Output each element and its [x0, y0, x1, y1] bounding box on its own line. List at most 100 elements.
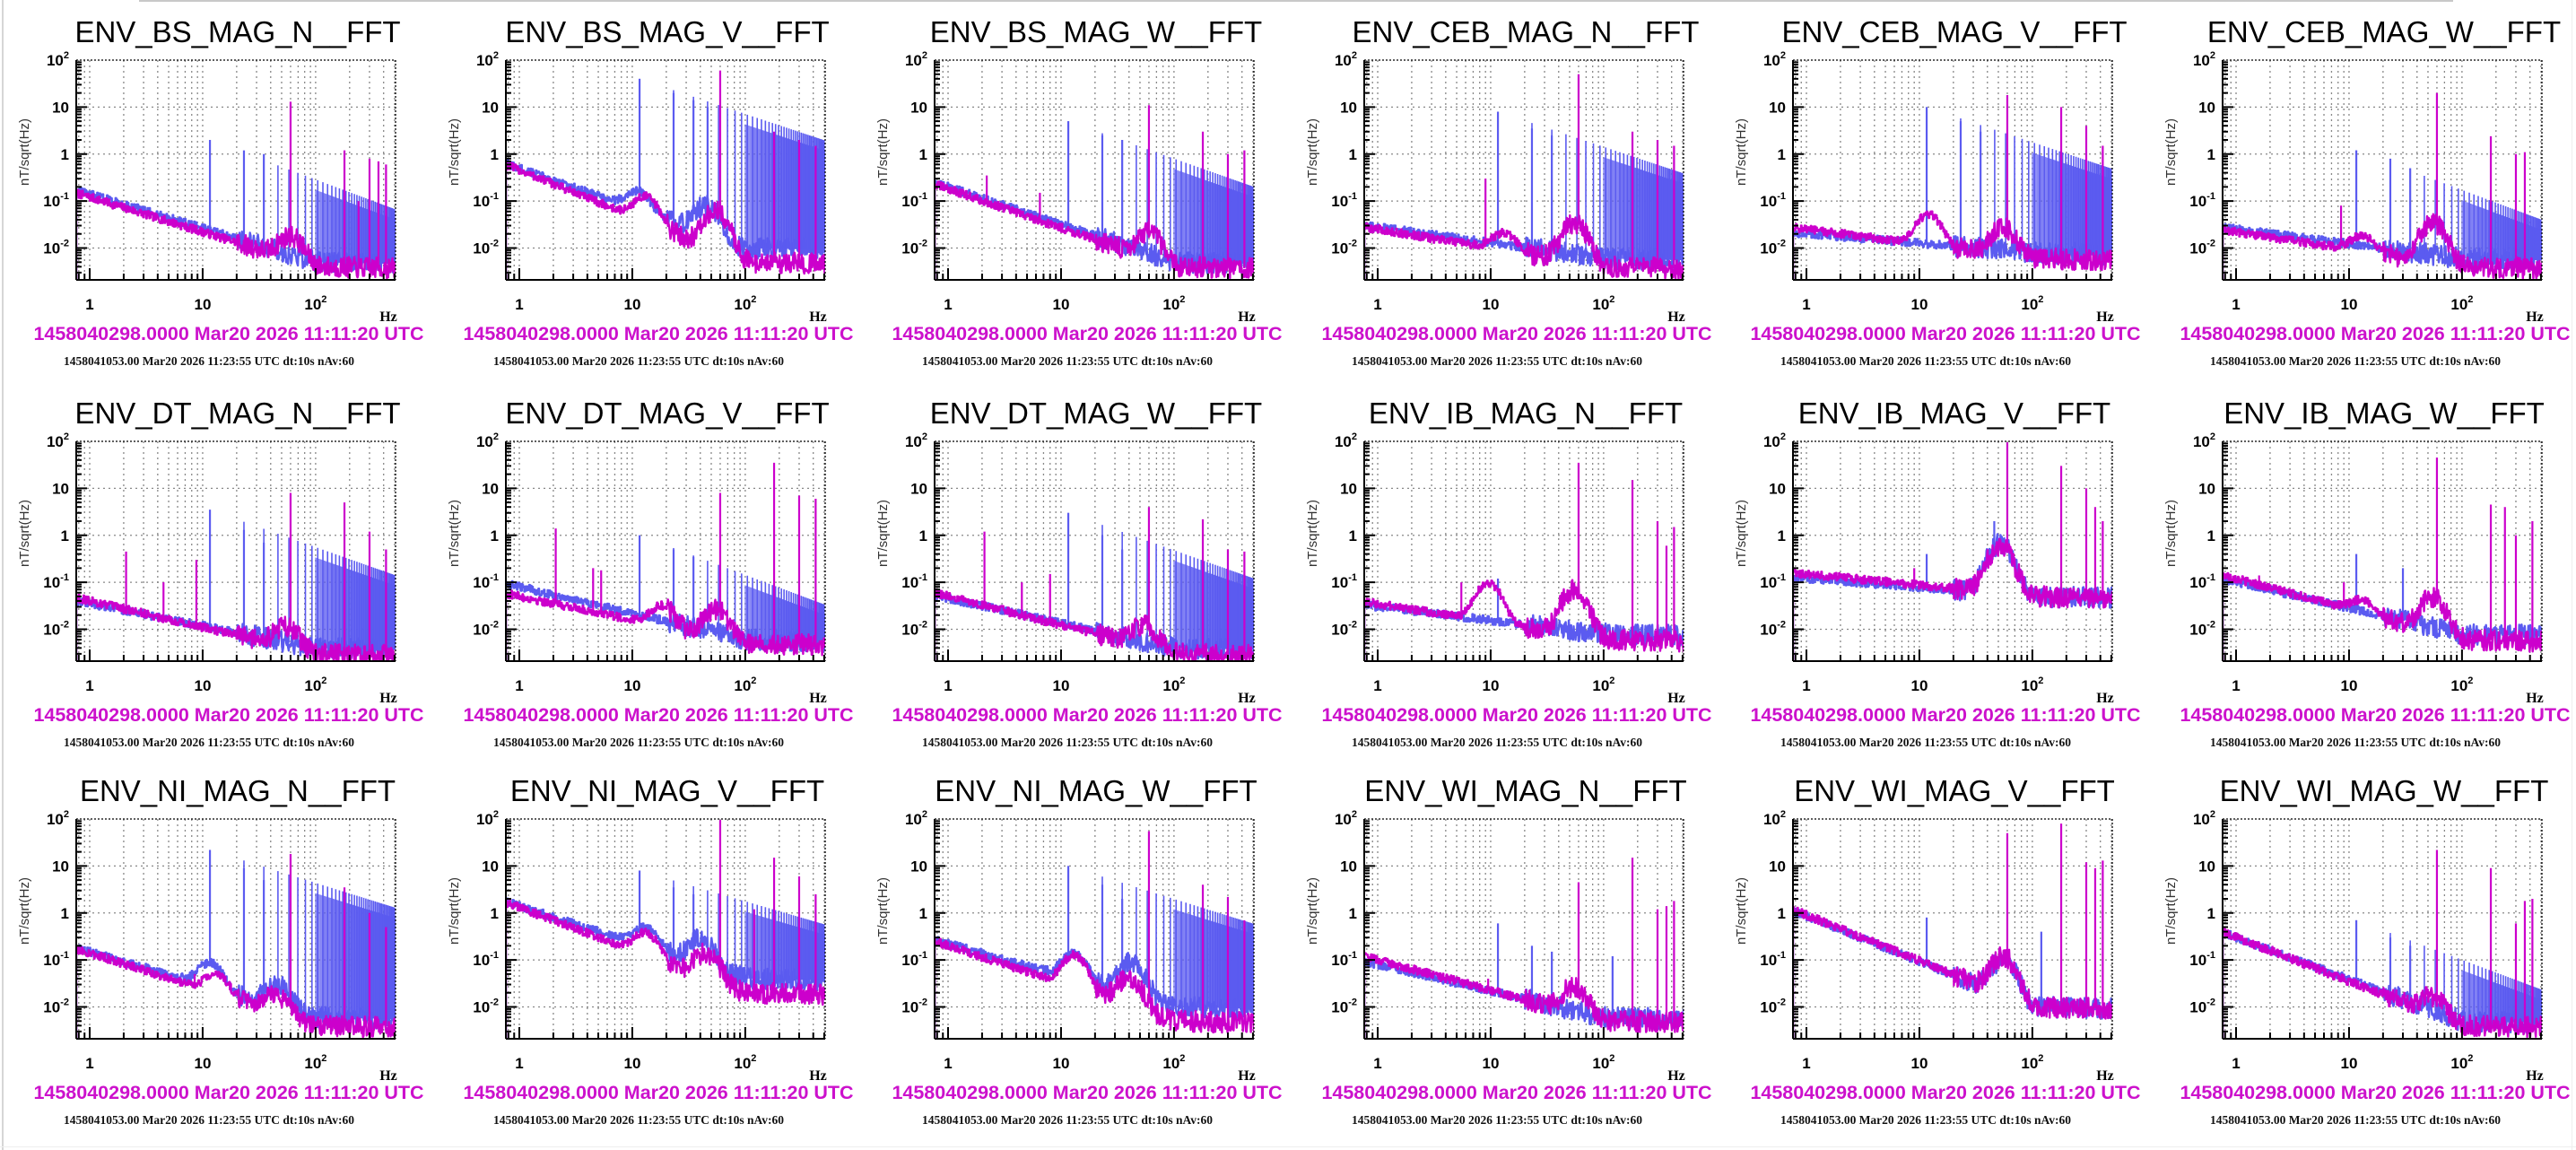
plot-area [76, 101, 396, 280]
y-axis-label: nT/sqrt(Hz) [875, 877, 891, 945]
reference-timestamp: 1458040298.0000 Mar20 2026 11:11:20 UTC [2180, 704, 2570, 726]
x-tick-label: 102 [304, 1053, 326, 1072]
y-tick-label: 10-2 [901, 620, 927, 639]
x-tick-label: 1 [85, 1055, 93, 1072]
reference-spectrum-line [2223, 928, 2542, 1039]
y-axis-label: nT/sqrt(Hz) [1305, 118, 1320, 186]
plot-area [506, 462, 825, 661]
y-tick-label: 10 [1769, 858, 1786, 875]
y-tick-label: 1 [491, 527, 499, 545]
plot-area [506, 70, 825, 280]
y-tick-label: 102 [905, 809, 927, 828]
x-tick-label: 1 [1373, 677, 1381, 694]
spectrum-panel: ENV_BS_MAG_N__FFT nT/sqrt(Hz) 1 10 102 Hz 102 1… [17, 15, 424, 368]
x-tick-label: 1 [1802, 677, 1810, 694]
plot-area [76, 492, 396, 661]
y-tick-label: 10-2 [473, 620, 499, 639]
reference-spectrum-line [1364, 579, 1684, 661]
y-tick-label: 1 [491, 146, 499, 163]
x-tick-label: 1 [2232, 296, 2240, 313]
y-tick-label: 10-2 [1760, 998, 1786, 1016]
y-axis-label: nT/sqrt(Hz) [1734, 877, 1749, 945]
y-tick-label: 10-1 [473, 572, 499, 591]
panel-title: ENV_NI_MAG_W__FFT [935, 774, 1257, 807]
y-tick-label: 1 [61, 905, 69, 922]
reference-timestamp: 1458040298.0000 Mar20 2026 11:11:20 UTC [892, 1082, 1282, 1103]
y-tick-label: 10-2 [1331, 620, 1357, 639]
y-tick-label: 10 [910, 99, 927, 116]
x-tick-label: 102 [2021, 675, 2043, 694]
y-tick-label: 1 [1778, 146, 1786, 163]
y-axis-label: nT/sqrt(Hz) [17, 877, 32, 945]
x-tick-label: 1 [1373, 1055, 1381, 1072]
current-timestamp: 1458041053.00 Mar20 2026 11:23:55 UTC dt… [493, 1113, 784, 1127]
x-tick-label: 102 [2450, 675, 2473, 694]
y-tick-label: 10 [482, 480, 499, 497]
x-tick-label: 102 [1162, 294, 1185, 313]
reference-timestamp: 1458040298.0000 Mar20 2026 11:11:20 UTC [33, 704, 423, 726]
spectrum-panel: ENV_WI_MAG_N__FFT nT/sqrt(Hz) 1 10 102 Hz 102 1… [1305, 774, 1712, 1127]
spectrum-panel: ENV_NI_MAG_V__FFT nT/sqrt(Hz) 1 10 102 Hz 102 1… [447, 774, 854, 1127]
y-tick-label: 1 [1349, 527, 1357, 545]
y-tick-label: 102 [1335, 431, 1357, 450]
grid [1793, 441, 2112, 661]
y-tick-label: 10-2 [901, 998, 927, 1016]
plot-area [935, 105, 1254, 280]
x-tick-label: 10 [1910, 296, 1928, 313]
x-tick-label: 10 [1052, 1055, 1069, 1072]
x-tick-label: 102 [734, 1053, 756, 1072]
panel-title: ENV_CEB_MAG_W__FFT [2207, 15, 2561, 48]
plot-area [1793, 823, 2112, 1039]
spectrum-panel: ENV_CEB_MAG_N__FFT nT/sqrt(Hz) 1 10 102 Hz 102… [1305, 15, 1712, 368]
reference-timestamp: 1458040298.0000 Mar20 2026 11:11:20 UTC [1750, 704, 2140, 726]
plot-area [1364, 74, 1684, 280]
reference-spectrum-line [1364, 952, 1684, 1039]
y-tick-label: 10 [910, 858, 927, 875]
y-axis-label: nT/sqrt(Hz) [17, 500, 32, 567]
y-tick-label: 102 [2193, 431, 2215, 450]
plot-area [2223, 457, 2542, 661]
x-tick-label: 1 [1373, 296, 1381, 313]
spectrum-panel: ENV_CEB_MAG_W__FFT nT/sqrt(Hz) 1 10 102 Hz 102… [2163, 15, 2571, 368]
y-tick-label: 10 [2198, 480, 2215, 497]
x-tick-label: 10 [1482, 1055, 1499, 1072]
panel-title: ENV_BS_MAG_N__FFT [74, 15, 400, 48]
reference-spectrum-line [506, 899, 825, 1039]
panel-title: ENV_IB_MAG_W__FFT [2224, 396, 2545, 430]
x-tick-label: 10 [1910, 1055, 1928, 1072]
y-tick-label: 102 [476, 50, 499, 69]
reference-timestamp: 1458040298.0000 Mar20 2026 11:11:20 UTC [463, 1082, 853, 1103]
y-tick-label: 10-2 [1760, 620, 1786, 639]
reference-timestamp: 1458040298.0000 Mar20 2026 11:11:20 UTC [463, 704, 853, 726]
spectrum-panel: ENV_BS_MAG_W__FFT nT/sqrt(Hz) 1 10 102 Hz 102 1… [875, 15, 1283, 368]
grid [506, 819, 825, 1039]
current-timestamp: 1458041053.00 Mar20 2026 11:23:55 UTC dt… [1352, 736, 1642, 749]
current-timestamp: 1458041053.00 Mar20 2026 11:23:55 UTC dt… [1352, 1113, 1642, 1127]
y-tick-label: 10-1 [2189, 572, 2215, 591]
y-axis-label: nT/sqrt(Hz) [17, 118, 32, 186]
x-axis-unit: Hz [2526, 309, 2544, 325]
x-axis-unit: Hz [1238, 691, 1256, 706]
y-tick-label: 102 [905, 50, 927, 69]
y-axis-label: nT/sqrt(Hz) [2163, 877, 2179, 945]
x-tick-label: 1 [515, 677, 523, 694]
y-tick-label: 102 [47, 50, 69, 69]
y-axis-label: nT/sqrt(Hz) [1734, 118, 1749, 186]
y-tick-label: 1 [1349, 146, 1357, 163]
x-axis-unit: Hz [2096, 691, 2114, 706]
y-axis-label: nT/sqrt(Hz) [1305, 877, 1320, 945]
y-tick-label: 10-1 [901, 191, 927, 210]
y-tick-label: 10 [1769, 480, 1786, 497]
x-tick-label: 102 [2450, 294, 2473, 313]
y-tick-label: 10-2 [473, 239, 499, 257]
current-timestamp: 1458041053.00 Mar20 2026 11:23:55 UTC dt… [1780, 1113, 2071, 1127]
plot-area [2223, 92, 2542, 280]
plot-area [506, 820, 825, 1039]
x-axis-unit: Hz [379, 309, 397, 325]
x-tick-label: 102 [1162, 1053, 1185, 1072]
reference-timestamp: 1458040298.0000 Mar20 2026 11:11:20 UTC [2180, 323, 2570, 344]
y-axis-label: nT/sqrt(Hz) [2163, 500, 2179, 567]
y-tick-label: 1 [61, 146, 69, 163]
plot-area [2223, 849, 2542, 1039]
